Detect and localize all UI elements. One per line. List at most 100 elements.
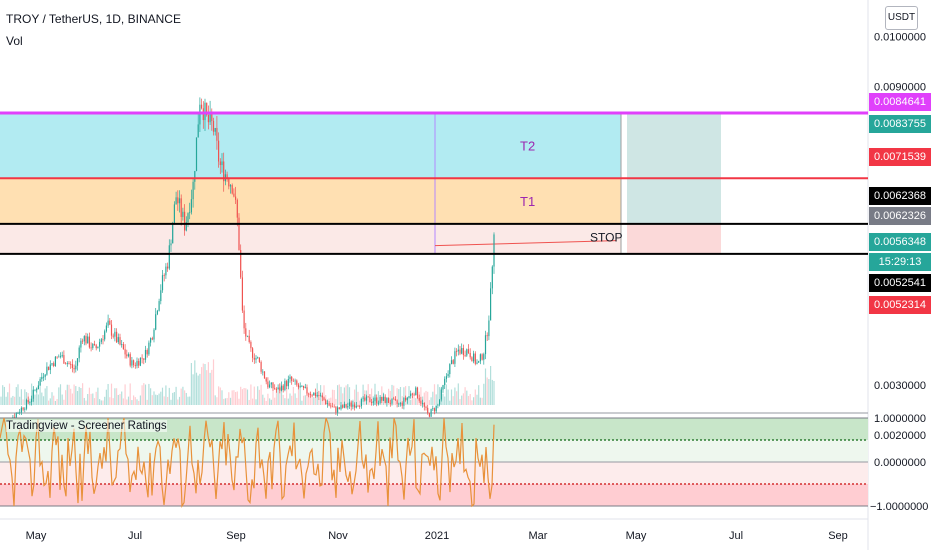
candle-body — [338, 407, 340, 410]
volume-bar — [240, 386, 242, 405]
volume-bar — [139, 395, 141, 405]
volume-bar — [308, 392, 310, 405]
volume-bar — [337, 385, 339, 405]
candle-body — [170, 243, 172, 246]
volume-bar — [423, 392, 425, 405]
candle-body — [116, 331, 118, 343]
candle-body — [44, 374, 46, 377]
candle-body — [258, 357, 260, 362]
volume-bar — [167, 396, 169, 405]
candle-body — [39, 379, 41, 386]
volume-bar — [420, 387, 422, 405]
volume-bar — [184, 390, 186, 405]
candle-body — [150, 338, 152, 343]
candle-body — [235, 196, 237, 200]
candle-body — [75, 365, 77, 370]
volume-bar — [165, 385, 167, 405]
symbol-title: TROY / TetherUS, 1D, BINANCE — [6, 12, 181, 26]
volume-bar — [462, 393, 464, 405]
candle-body — [422, 403, 424, 404]
candle-body — [124, 349, 126, 355]
osc-tick-label: 0.0000000 — [874, 457, 926, 469]
volume-bar — [143, 383, 145, 405]
zone-label-t2: T2 — [520, 139, 535, 154]
candle-body — [464, 355, 466, 356]
candle-body — [161, 275, 164, 291]
volume-bar — [483, 383, 485, 405]
candle-body — [357, 405, 359, 407]
volume-bar — [80, 388, 82, 405]
candle-body — [80, 340, 82, 348]
volume-bar — [95, 391, 97, 405]
osc-buy-band — [0, 418, 868, 440]
zone-stop — [0, 223, 621, 254]
volume-bar — [189, 396, 191, 405]
candle-body — [449, 364, 451, 375]
volume-bar — [172, 392, 174, 405]
volume-bar — [41, 392, 43, 405]
candle-body — [403, 397, 405, 406]
candle-body — [136, 360, 138, 366]
candle-body — [121, 344, 123, 346]
candle-body — [61, 355, 63, 357]
volume-bar — [214, 395, 216, 405]
volume-bar — [343, 387, 345, 405]
candle-body — [207, 115, 209, 123]
volume-bar — [233, 390, 235, 405]
volume-bar — [53, 395, 55, 405]
volume-bar — [304, 395, 306, 405]
candle-body — [275, 389, 277, 390]
candle-body — [175, 197, 177, 205]
volume-bar — [42, 396, 45, 405]
volume-bar — [8, 383, 11, 405]
volume-bar — [134, 397, 136, 405]
volume-bar — [56, 399, 58, 405]
candle-body — [194, 171, 196, 182]
candle-body — [466, 349, 468, 356]
candle-body — [442, 385, 444, 390]
candle-body — [112, 335, 114, 337]
candle-body — [246, 335, 249, 337]
volume-bar — [425, 390, 427, 405]
candle-body — [139, 357, 141, 366]
volume-bar — [357, 391, 359, 405]
candle-body — [393, 398, 395, 400]
volume-bar — [37, 394, 39, 405]
candle-body — [168, 245, 170, 269]
volume-bar — [73, 384, 75, 405]
x-tick-label: Nov — [328, 530, 348, 542]
volume-bar — [194, 360, 196, 405]
volume-bar — [491, 379, 493, 405]
volume-bar — [5, 396, 7, 405]
volume-bar — [235, 391, 237, 405]
currency-button[interactable]: USDT — [885, 6, 918, 30]
volume-bar — [146, 399, 148, 405]
volume-bar — [369, 400, 371, 405]
candle-body — [369, 397, 371, 403]
volume-bar — [456, 391, 458, 405]
volume-label: Vol — [6, 34, 23, 48]
volume-bar — [110, 383, 113, 405]
candle-body — [20, 407, 22, 413]
volume-bar — [411, 395, 413, 405]
volume-bar — [20, 389, 22, 405]
candle-body — [483, 354, 485, 360]
volume-bar — [245, 388, 247, 405]
volume-bar — [160, 391, 162, 405]
volume-bar — [182, 386, 184, 405]
volume-bar — [280, 387, 283, 405]
volume-bar — [156, 395, 158, 405]
volume-bar — [107, 383, 109, 405]
candle-body — [355, 405, 357, 408]
candle-body — [87, 336, 89, 344]
candle-body — [245, 328, 247, 337]
zone-label-stop: STOP — [590, 231, 622, 245]
volume-bar — [270, 399, 272, 405]
volume-bar — [48, 400, 50, 405]
candle-body — [56, 356, 58, 358]
candle-body — [286, 381, 288, 387]
candle-body — [206, 102, 208, 116]
candle-body — [364, 397, 366, 401]
